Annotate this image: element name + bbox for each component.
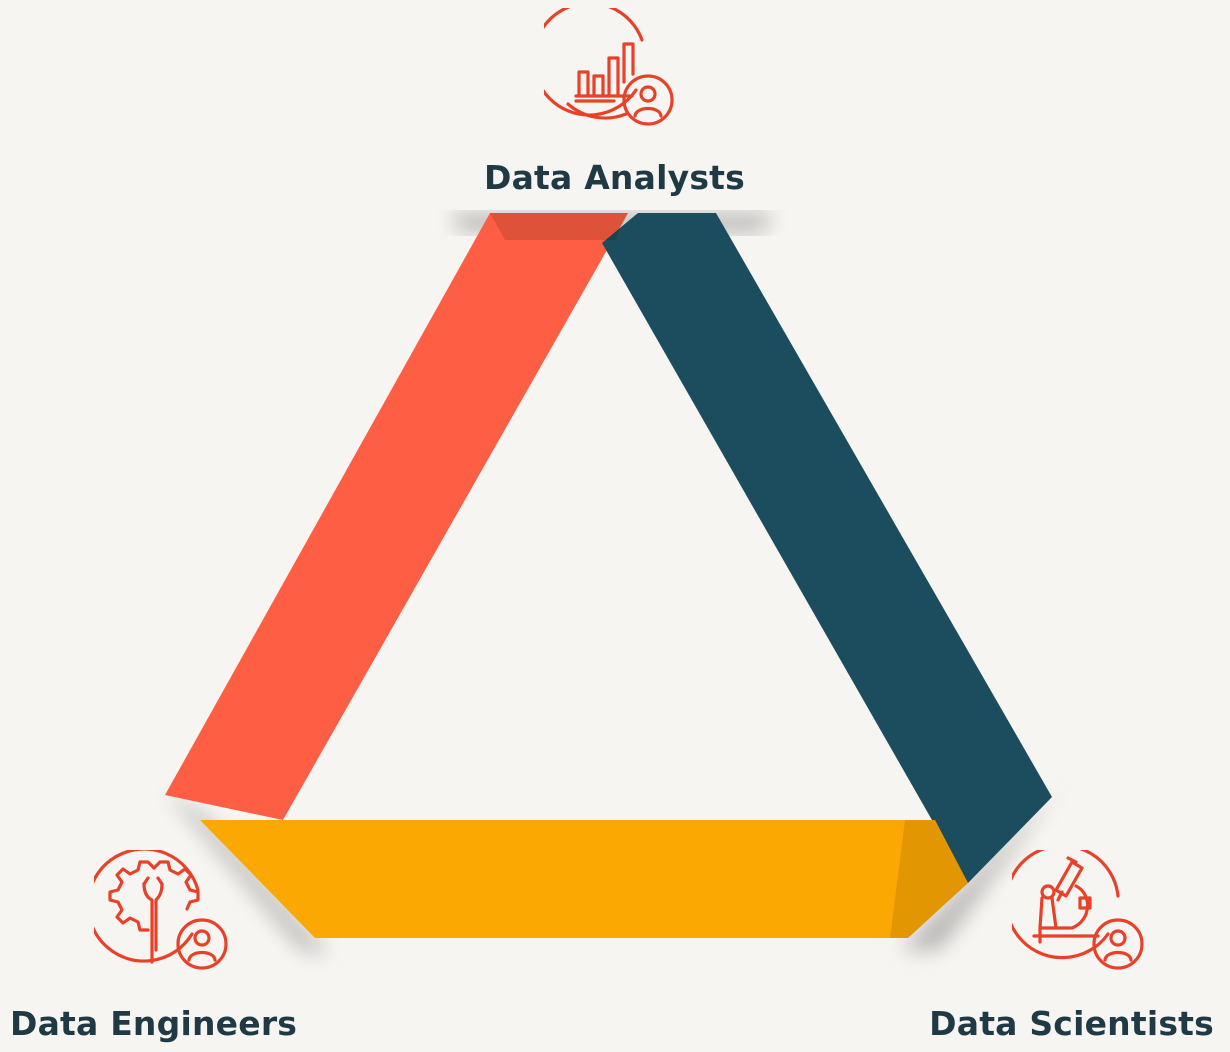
data-engineers-label: Data Engineers: [10, 1004, 298, 1043]
bottom-left-shadow: [162, 786, 330, 955]
bottom-band-end-shade: [890, 820, 968, 938]
left-band-end-shade: [490, 213, 628, 240]
chart-person-icon: [544, 8, 674, 126]
gear-wrench-person-icon: [94, 850, 228, 970]
microscope-person-icon: [1012, 850, 1144, 970]
data-analysts-label: Data Analysts: [484, 158, 745, 197]
data-scientists-label: Data Scientists: [929, 1004, 1214, 1043]
bottom-band: [200, 820, 968, 938]
right-band: [602, 213, 1052, 883]
left-band: [165, 213, 628, 820]
